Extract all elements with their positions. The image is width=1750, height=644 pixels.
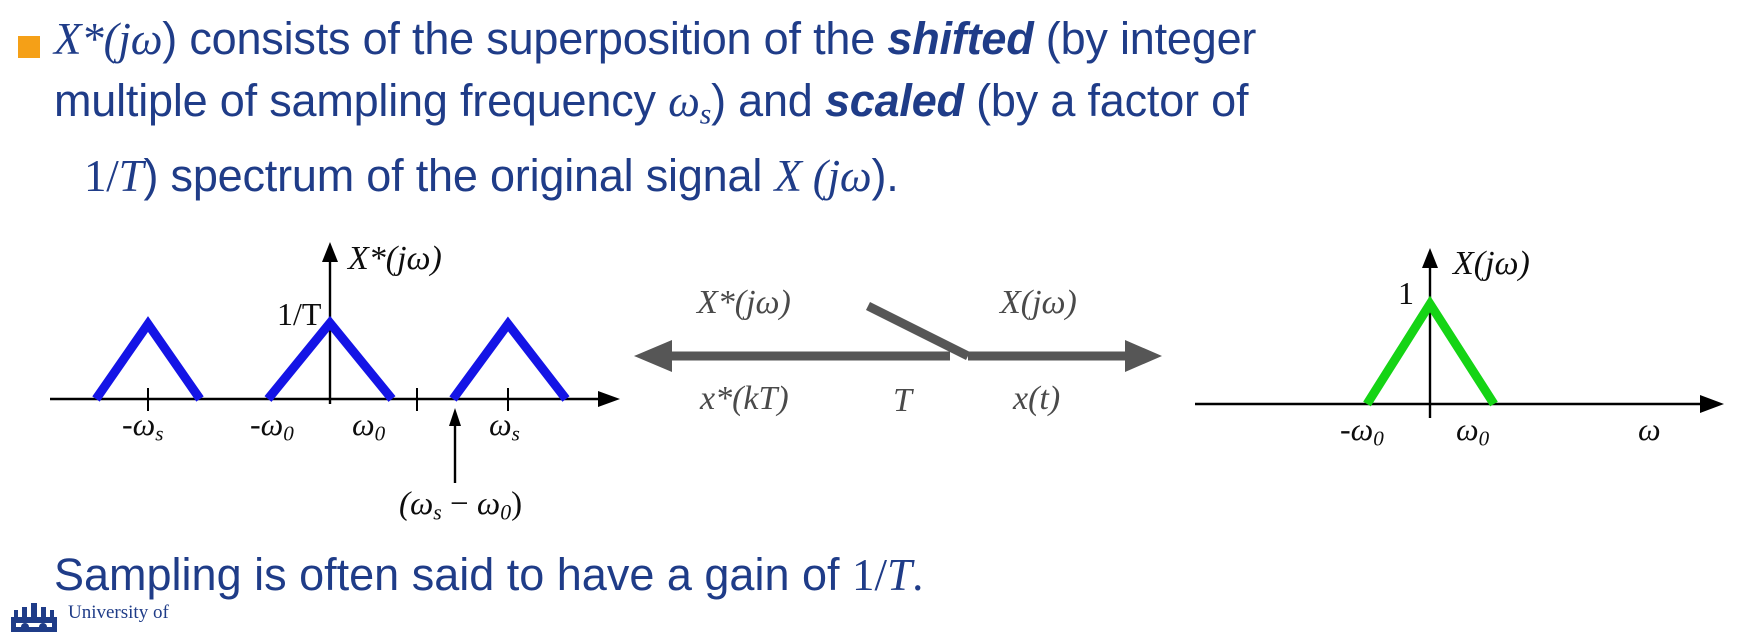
annotation-sub-s: s	[433, 500, 442, 525]
left-chart-tick-label-neg-ws: -ωs	[122, 406, 163, 446]
tick-pos-w0-omega: ω	[352, 406, 375, 442]
university-logo-caption: University of	[68, 602, 169, 623]
bottom-text-T: T	[887, 550, 913, 600]
left-chart-axis-title: X*(jω)	[348, 240, 442, 277]
middle-right-top-label: X(jω)	[1000, 284, 1077, 321]
right-chart-x-axis-label: ω	[1638, 411, 1661, 447]
tick-pos-ws-omega: ω	[489, 406, 512, 442]
bottom-text-a: Sampling is often said to have a gain of	[54, 549, 853, 600]
right-chart-group	[1195, 248, 1724, 418]
tick-pos-ws-subscript: s	[511, 421, 520, 446]
bottom-text-frac: 1/	[852, 550, 888, 600]
tick-neg-w0-subscript: 0	[283, 421, 294, 446]
middle-right-bottom-label: x(t)	[1013, 380, 1061, 417]
bullet-omega-1: ω	[130, 14, 163, 64]
bullet-paragraph: X*(jω) consists of the superposition of …	[8, 8, 1738, 207]
figure-svg	[50, 242, 1724, 483]
left-chart-annotation-arrowhead	[449, 408, 461, 426]
tick-pos-w0-subscript: 0	[374, 421, 386, 446]
tick-neg-ws-subscript: s	[155, 421, 164, 446]
left-chart-replica-positive	[449, 316, 570, 402]
annotation-close-paren: )	[511, 486, 523, 522]
bullet-math-xstar: X*(j	[54, 14, 131, 64]
right-chart-spectrum-trace	[1363, 295, 1498, 407]
bullet-line2-c: (by a factor of	[963, 75, 1249, 126]
bullet-line3-c: (j	[801, 151, 840, 202]
annotation-open-paren: (ω	[399, 486, 434, 522]
bullet-line3-a: 1/	[84, 151, 119, 202]
right-chart-tick-label-neg-w0: -ω0	[1340, 411, 1384, 451]
left-chart-replica-baseband	[264, 315, 396, 402]
bullet-line2-b: ) and	[711, 75, 825, 126]
left-chart-y-axis-arrowhead	[322, 242, 338, 262]
middle-right-arrow-head	[1125, 340, 1162, 372]
bullet-line3-T: T	[118, 151, 144, 202]
bottom-summary-text: Sampling is often said to have a gain of…	[54, 549, 923, 601]
right-chart-x-axis-arrowhead	[1700, 395, 1724, 413]
bullet-line1-c: (by integer	[1033, 13, 1257, 64]
right-tick-neg-w0-omega: -ω	[1340, 411, 1374, 447]
middle-left-arrow-head	[634, 340, 672, 372]
left-chart-replica-negative	[92, 316, 204, 402]
bullet-line3-d: ).	[871, 150, 899, 202]
tick-neg-w0-omega: -ω	[250, 406, 284, 442]
right-tick-pos-w0-subscript: 0	[1478, 426, 1490, 451]
bullet-omega-3: ω	[839, 151, 872, 202]
right-chart-peak-label: 1	[1398, 275, 1414, 311]
sampler-period-label: T	[893, 382, 912, 419]
right-tick-neg-w0-subscript: 0	[1373, 426, 1384, 451]
annotation-sub-0: 0	[500, 500, 512, 525]
right-chart-tick-label-pos-w0: ω0	[1456, 411, 1489, 451]
bullet-line3-X: X	[774, 151, 802, 202]
middle-arrow-bottom-label: x*(kT)	[700, 380, 789, 417]
bullet-bold-scaled: scaled	[824, 75, 964, 126]
right-tick-pos-w0-omega: ω	[1456, 411, 1479, 447]
bullet-text: X*(jω) consists of the superposition of …	[8, 8, 1738, 207]
left-chart-tick-label-pos-ws: ωs	[489, 406, 520, 446]
bullet-line3-b: ) spectrum of the original signal	[143, 150, 775, 202]
right-chart-axis-title: X(jω)	[1453, 245, 1530, 282]
bullet-omega-s-sub: s	[699, 98, 712, 131]
tick-neg-ws-omega: -ω	[122, 406, 156, 442]
bullet-omega-s: ω	[668, 76, 700, 126]
bottom-text-end: .	[912, 550, 924, 600]
left-chart-difference-annotation: (ωs − ω0)	[399, 486, 522, 525]
sampler-switch-arm	[865, 301, 971, 361]
university-crest-icon	[11, 603, 57, 632]
left-chart-tick-label-pos-w0: ω0	[352, 406, 385, 446]
left-chart-x-axis-arrowhead	[598, 391, 620, 407]
left-chart-peak-label: 1/T	[277, 296, 322, 332]
figure-area: X*(jω) 1/T -ωs -ω0 ω0 ωs (ωs − ω0) X*(jω…	[0, 236, 1750, 536]
bullet-bold-shifted: shifted	[887, 13, 1034, 64]
right-chart-y-axis-arrowhead	[1422, 248, 1438, 268]
left-chart-group	[50, 242, 620, 483]
bullet-line2-a: multiple of sampling frequency	[54, 75, 669, 126]
bullet-line1-b: ) consists of the superposition of the	[162, 13, 888, 64]
university-logo: University of	[8, 594, 208, 644]
middle-arrow-top-label: X*(jω)	[697, 284, 791, 321]
middle-flow-group	[634, 301, 1162, 372]
square-bullet-icon	[18, 36, 40, 58]
left-chart-tick-label-neg-w0: -ω0	[250, 406, 294, 446]
annotation-minus-sign: −	[441, 486, 477, 522]
annotation-omega-0: ω	[476, 486, 501, 522]
